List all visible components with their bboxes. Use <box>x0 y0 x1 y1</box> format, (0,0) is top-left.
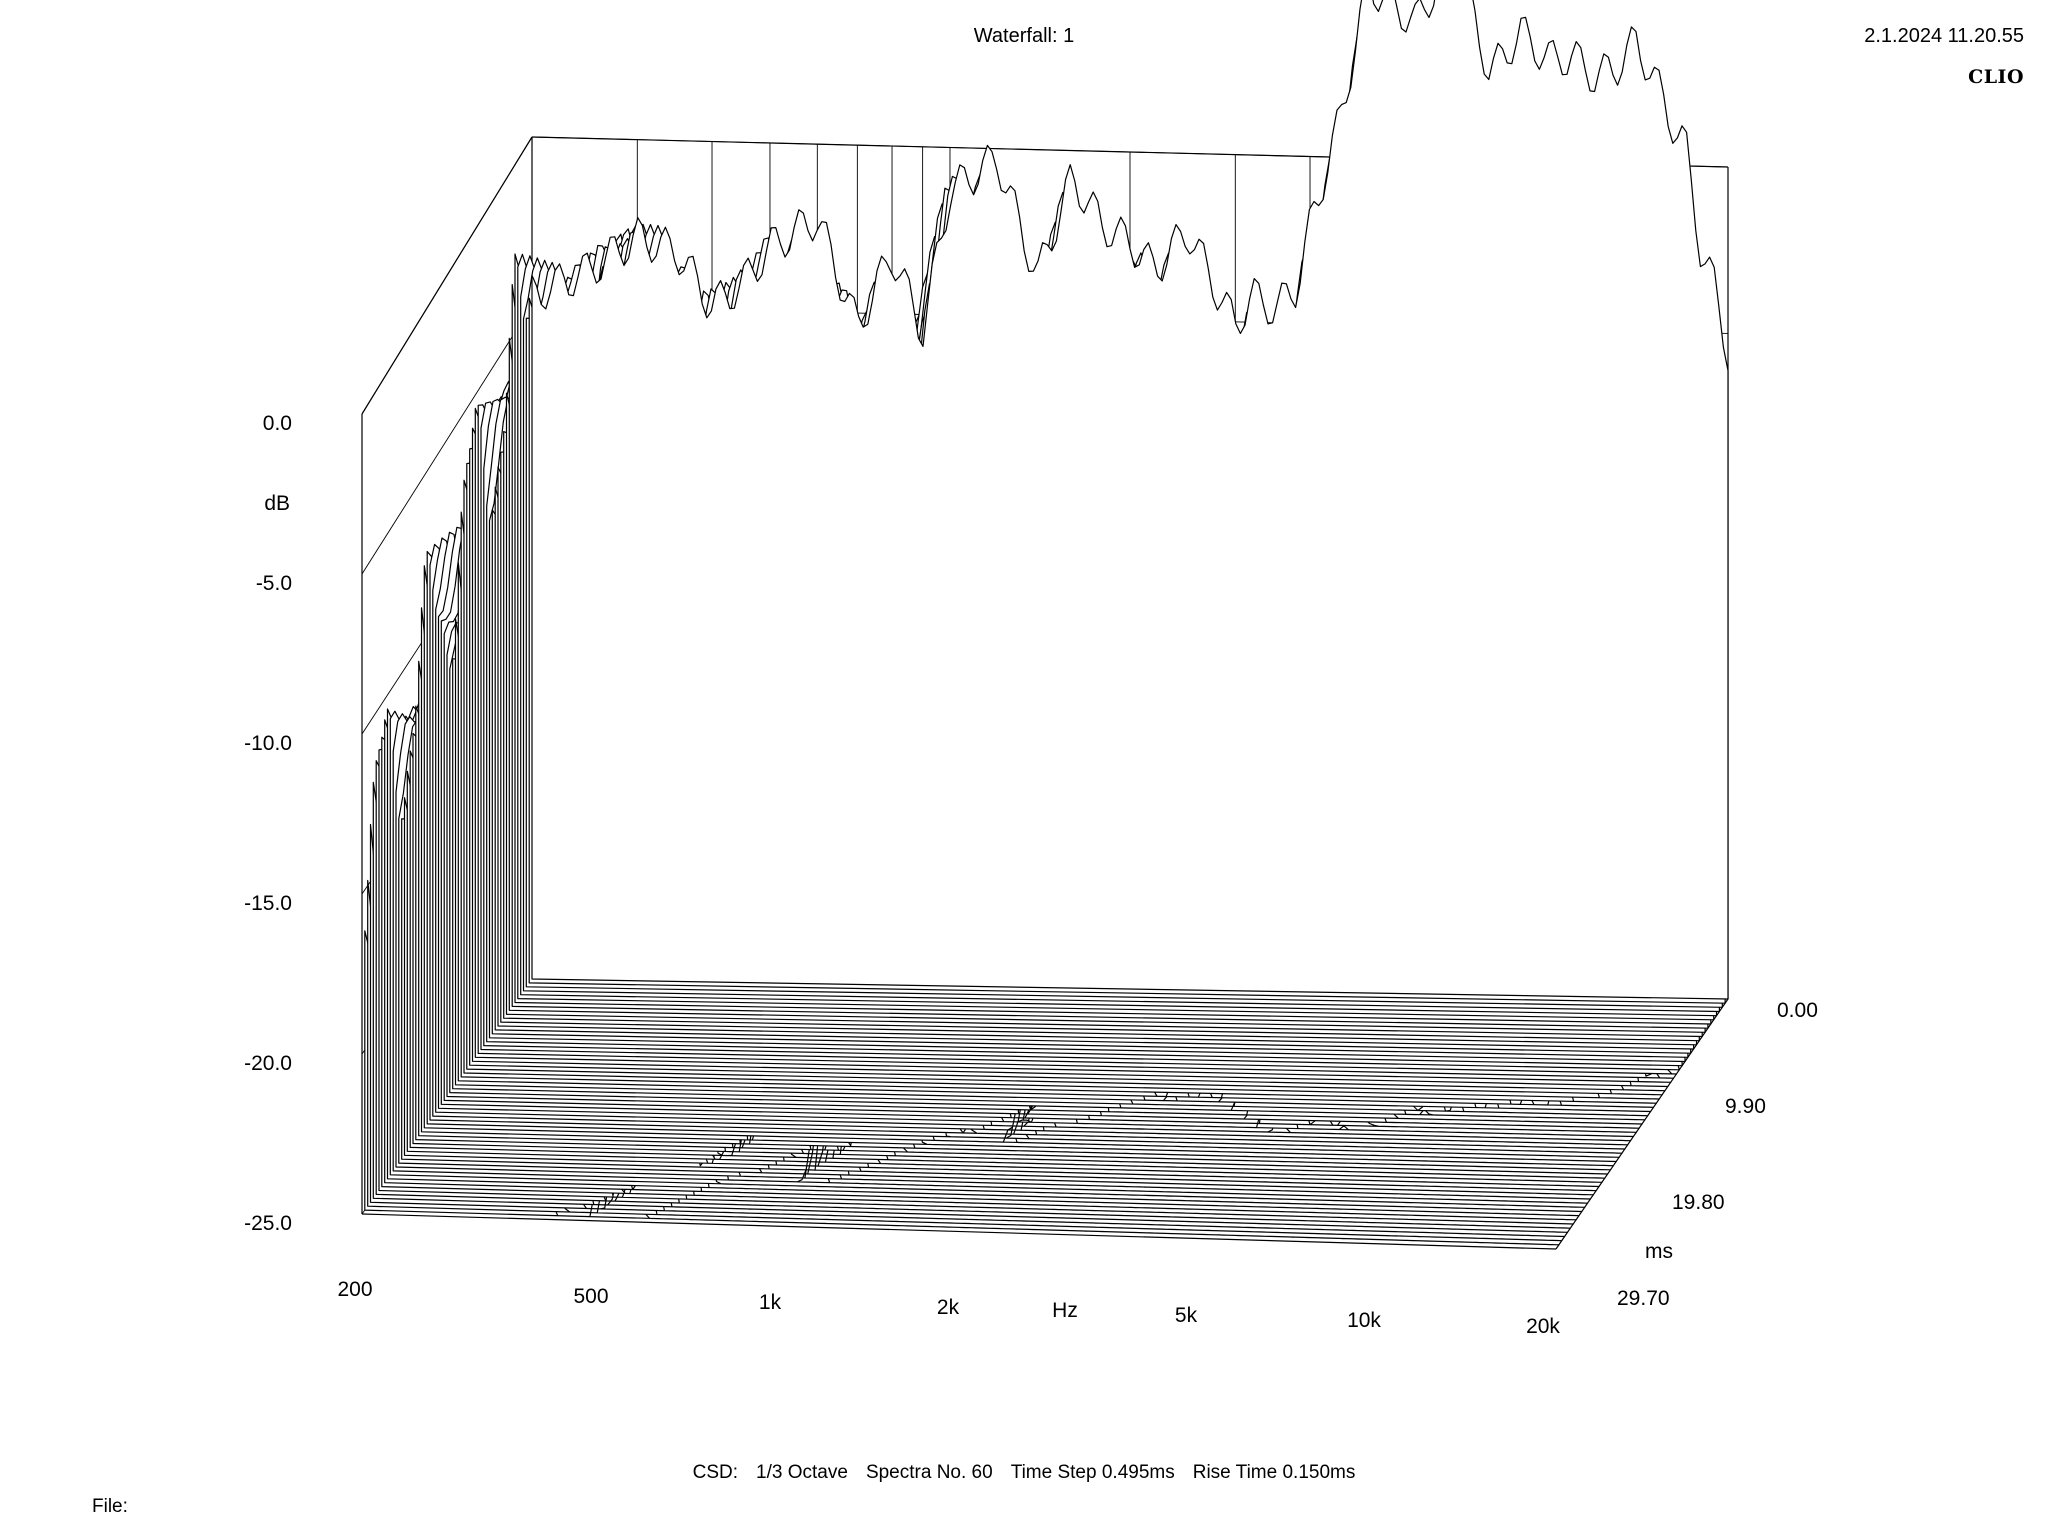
csd-info: CSD: 1/3 Octave Spectra No. 60 Time Step 0.… <box>0 1463 2048 1482</box>
y-tick-label: -25.0 <box>244 1212 292 1235</box>
left-wall-grid-line <box>361 305 533 575</box>
y-tick-label: -15.0 <box>244 892 292 915</box>
left-wall-grid-line <box>361 136 533 415</box>
time-axis-label: ms <box>1645 1240 1673 1263</box>
time-step: Time Step 0.495ms <box>1010 1462 1175 1483</box>
x-tick-label: 5k <box>1174 1304 1198 1327</box>
spectra-count: Spectra No. 60 <box>865 1462 993 1483</box>
front-floor-edge <box>361 1213 1557 1250</box>
y-tick-label: -20.0 <box>244 1052 292 1075</box>
time-tick-label: 0.00 <box>1777 999 1818 1022</box>
time-tick-label: 29.70 <box>1617 1287 1670 1310</box>
y-tick-label: -10.0 <box>244 732 292 755</box>
csd-label: CSD: <box>692 1462 739 1483</box>
x-axis-label: Hz <box>1052 1299 1078 1322</box>
x-tick-label: 20k <box>1526 1315 1560 1338</box>
x-tick-label: 10k <box>1347 1309 1381 1332</box>
spectra-curves <box>364 0 1729 1246</box>
chart-title: Waterfall: 1 <box>973 25 1075 47</box>
rise-time: Rise Time 0.150ms <box>1192 1462 1356 1483</box>
time-tick-label: 19.80 <box>1672 1191 1725 1214</box>
octave-smoothing: 1/3 Octave <box>756 1462 848 1483</box>
spectrum-slice <box>531 0 1729 1000</box>
timestamp: 2.1.2024 11.20.55 <box>1864 25 2024 47</box>
y-tick-label: 0.0 <box>262 412 292 435</box>
time-tick-label: 9.90 <box>1725 1095 1766 1118</box>
x-tick-label: 2k <box>936 1296 960 1319</box>
file-label: File: <box>92 1496 128 1517</box>
x-tick-label: 200 <box>337 1278 373 1301</box>
x-tick-label: 500 <box>573 1285 609 1308</box>
x-tick-label: 1k <box>758 1291 782 1314</box>
y-tick-label: -5.0 <box>255 572 292 595</box>
brand-logo: CLIO <box>1968 66 2024 88</box>
y-axis-label: dB <box>264 492 290 515</box>
